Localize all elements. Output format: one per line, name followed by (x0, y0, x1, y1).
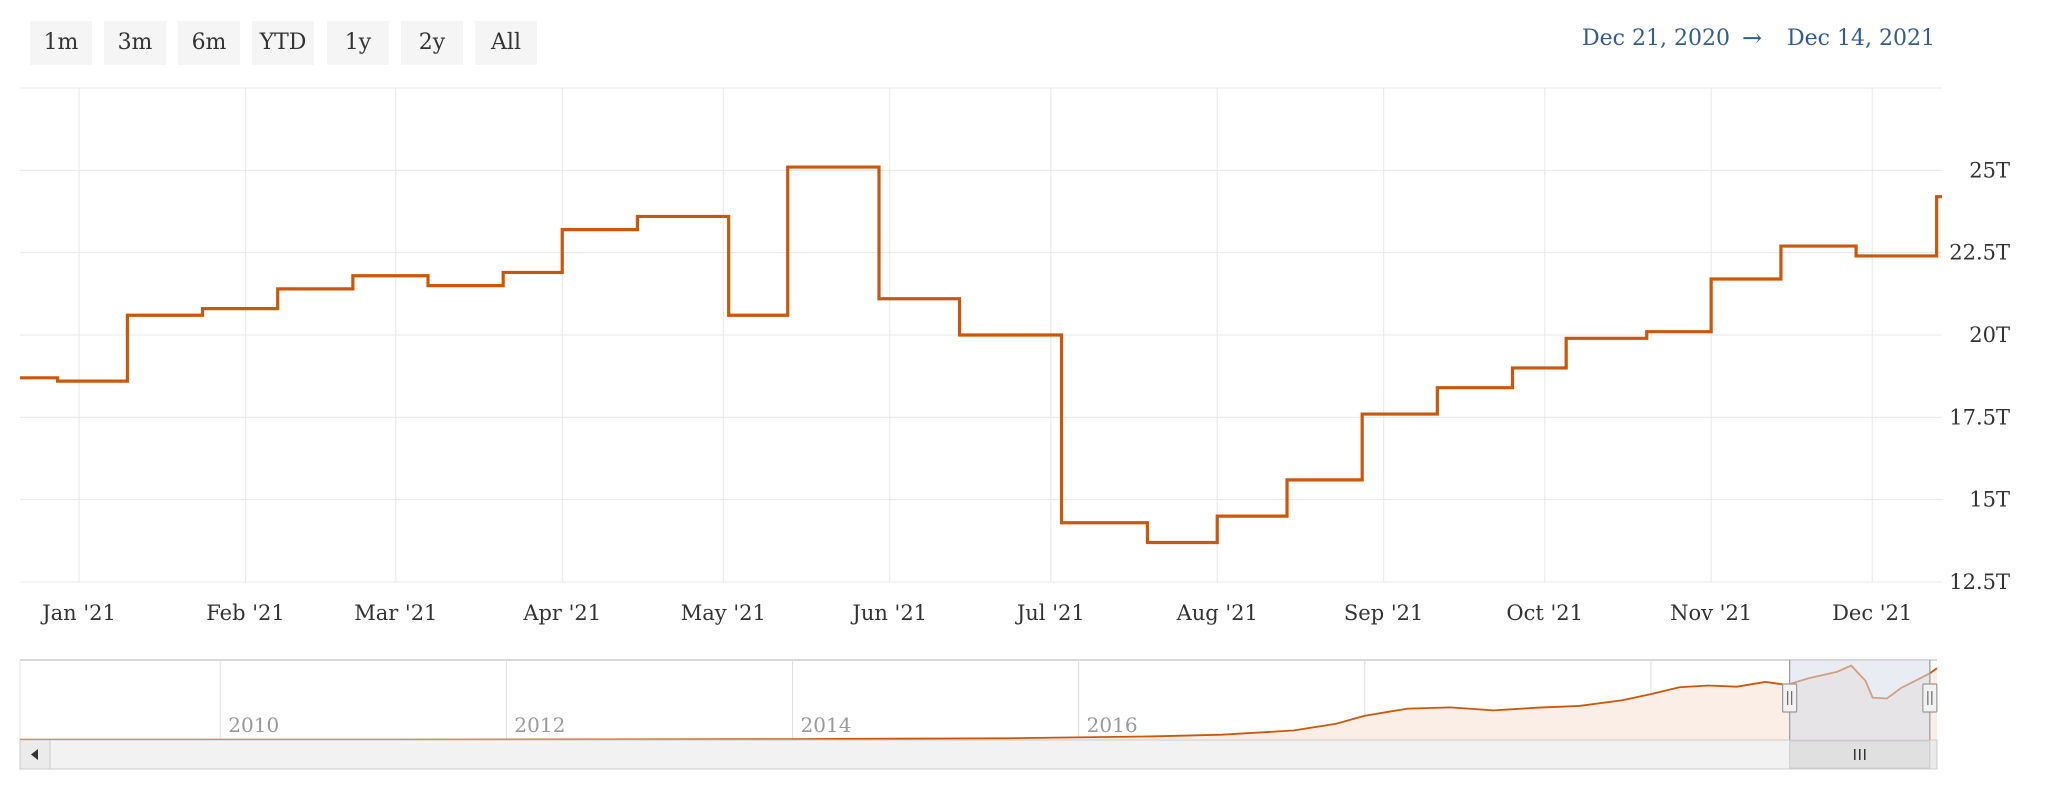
scroll-left-arrow-icon (31, 749, 38, 760)
y-tick-label: 12.5T (1949, 570, 2010, 594)
handle-body (1782, 683, 1798, 713)
x-tick-label: Jul '21 (1015, 601, 1085, 625)
range-button-2y[interactable]: 2y (401, 21, 463, 65)
x-tick-label: Dec '21 (1832, 601, 1912, 625)
x-tick-label: Apr '21 (522, 601, 601, 625)
scrollbar-track[interactable] (19, 739, 1938, 770)
scrollbar[interactable] (19, 739, 1938, 770)
navigator-area (20, 665, 1937, 740)
x-axis: Jan '21 Feb '21 Mar '21 Apr '21 May '21 Jun '… (40, 601, 1912, 625)
navigator-left-handle[interactable] (1782, 683, 1798, 713)
x-tick-label: Sep '21 (1344, 601, 1423, 625)
range-button-6m[interactable]: 6m (178, 21, 240, 65)
y-tick-label: 17.5T (1949, 405, 2010, 429)
range-button-1m[interactable]: 1m (30, 21, 92, 65)
y-tick-label: 22.5T (1949, 241, 2010, 265)
main-grid (20, 87, 1942, 583)
range-button-3m[interactable]: 3m (104, 21, 166, 65)
y-tick-label: 25T (1969, 158, 2010, 182)
navigator[interactable]: 201020122014201620182020 (19, 659, 1938, 741)
range-button-all[interactable]: All (475, 21, 537, 65)
navigator-year-label: 2014 (801, 713, 852, 737)
from-date-input[interactable]: Dec 21, 2020 (1582, 26, 1730, 51)
y-axis: 12.5T 15T 17.5T 20T 22.5T 25T (1949, 158, 2010, 594)
navigator-year-label: 2012 (514, 713, 565, 737)
range-button-ytd[interactable]: YTD (252, 21, 314, 65)
navigator-right-handle[interactable] (1922, 683, 1938, 713)
to-date-input[interactable]: Dec 14, 2021 (1787, 26, 1935, 51)
handle-body (1922, 683, 1938, 713)
scrollbar-thumb[interactable] (1789, 740, 1931, 769)
x-tick-label: Mar '21 (354, 601, 437, 625)
x-tick-label: Oct '21 (1506, 601, 1583, 625)
x-tick-label: Feb '21 (206, 601, 284, 625)
x-tick-label: Aug '21 (1176, 601, 1258, 625)
navigator-year-label: 2010 (228, 713, 279, 737)
main-series (20, 165, 1942, 545)
range-button-1y[interactable]: 1y (327, 21, 389, 65)
y-tick-label: 15T (1969, 488, 2010, 512)
x-tick-label: Nov '21 (1670, 601, 1752, 625)
x-tick-label: Jun '21 (850, 601, 927, 625)
x-tick-label: May '21 (681, 601, 766, 625)
navigator-selection[interactable] (1789, 660, 1930, 740)
series-line (20, 165, 1942, 545)
navigator-year-label: 2016 (1087, 713, 1138, 737)
range-arrow-icon: → (1742, 24, 1763, 52)
x-tick-label: Jan '21 (40, 601, 116, 625)
y-tick-label: 20T (1969, 323, 2010, 347)
